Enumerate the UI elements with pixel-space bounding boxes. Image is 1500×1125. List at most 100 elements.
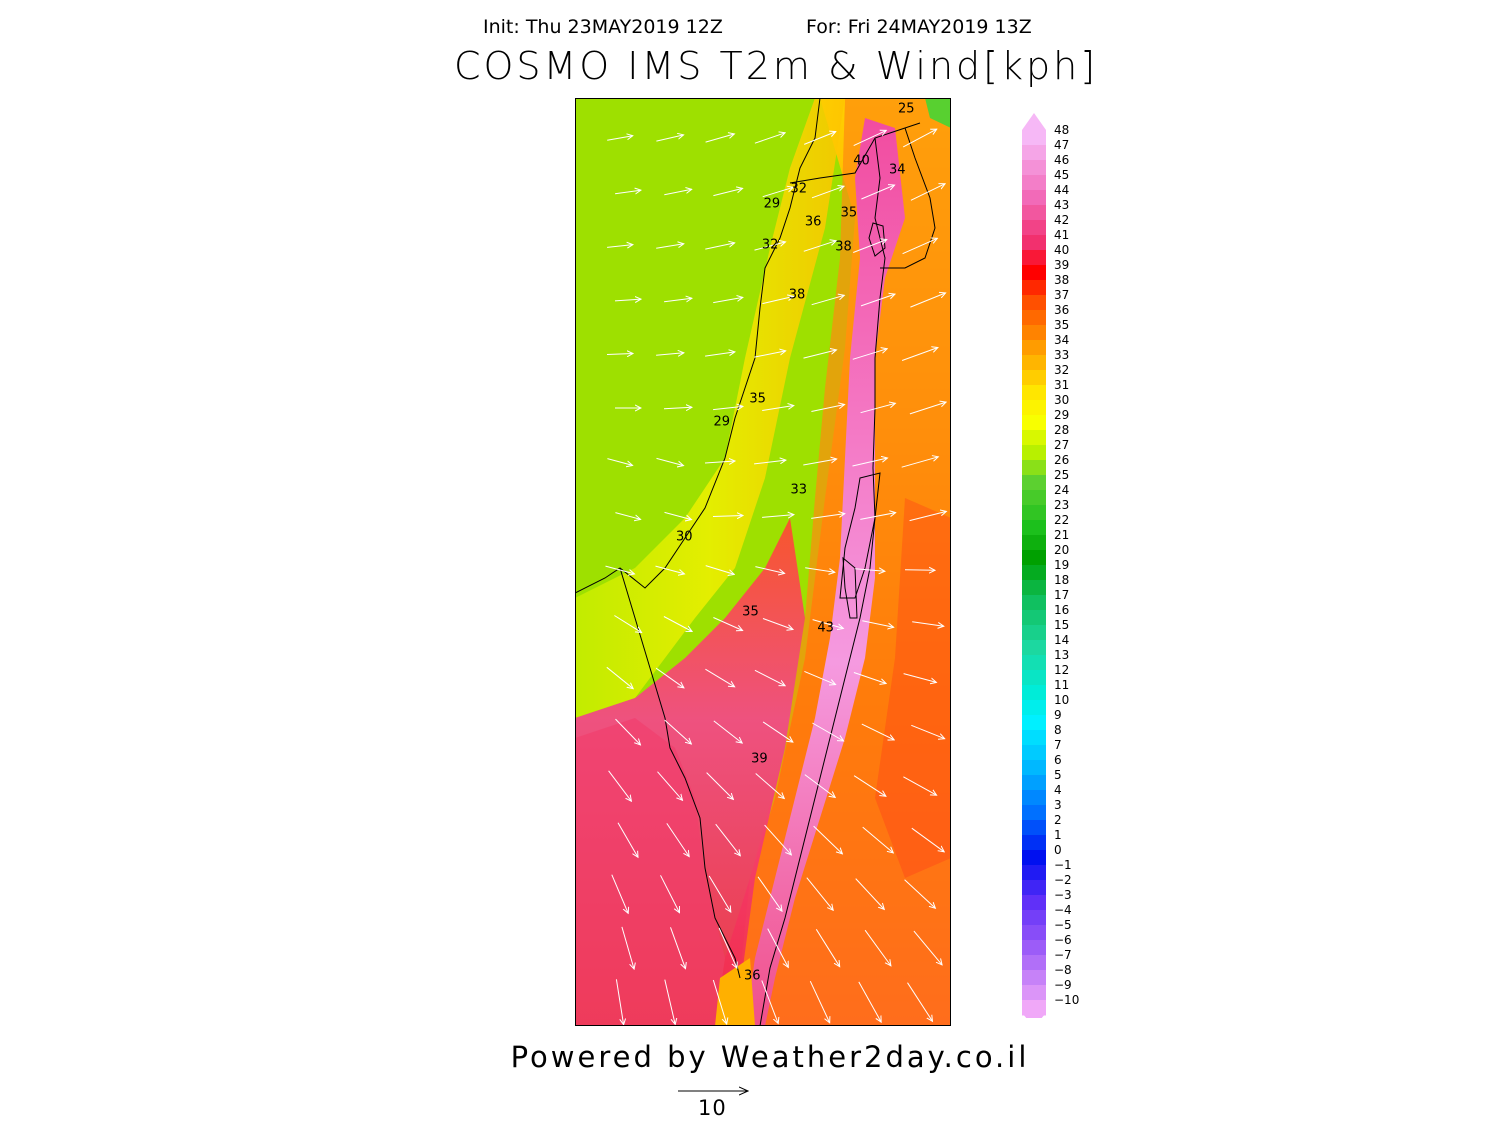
colorbar-tick-label: 4	[1054, 783, 1062, 797]
wind-arrow	[901, 348, 938, 361]
wind-arrow	[664, 719, 692, 744]
wind-arrow	[715, 823, 741, 856]
wind-arrow	[803, 241, 836, 252]
wind-arrow	[754, 242, 786, 251]
wind-arrow	[860, 513, 895, 520]
colorbar-tick-label: 20	[1054, 543, 1069, 557]
colorbar-swatch	[1022, 415, 1046, 431]
wind-arrow	[862, 826, 894, 853]
colorbar-swatch	[1022, 670, 1046, 686]
wind-arrow	[754, 669, 785, 685]
wind-arrow	[864, 929, 891, 966]
colorbar-swatch	[1022, 445, 1046, 461]
wind-arrow	[902, 238, 938, 255]
colorbar-tick-label: 47	[1054, 138, 1069, 152]
temperature-label: 35	[742, 604, 759, 620]
wind-arrow	[762, 296, 793, 305]
colorbar-tick-label: −5	[1054, 918, 1072, 932]
colorbar-swatch	[1022, 775, 1046, 791]
colorbar-tick-label: 43	[1054, 198, 1069, 212]
lebanon-border	[789, 122, 921, 184]
temperature-label: 40	[853, 153, 870, 169]
wind-arrow	[607, 458, 632, 466]
colorbar-tick-label: −6	[1054, 933, 1072, 947]
colorbar-tick-label: 10	[1054, 693, 1069, 707]
colorbar-tick-label: 9	[1054, 708, 1062, 722]
colorbar-tick-label: 2	[1054, 813, 1062, 827]
colorbar-tick-label: 25	[1054, 468, 1069, 482]
wind-arrow	[811, 186, 844, 199]
colorbar-swatch	[1022, 940, 1046, 956]
colorbar-tick-label: 16	[1054, 603, 1069, 617]
colorbar-swatch	[1022, 835, 1046, 851]
wind-arrow	[804, 132, 836, 145]
wind-arrow	[911, 724, 944, 738]
wind-arrow	[666, 823, 689, 856]
colorbar-swatch	[1022, 745, 1046, 761]
wind-arrow	[853, 775, 886, 797]
wind-arrow	[855, 569, 885, 572]
wind-arrow	[705, 352, 735, 357]
colorbar-swatch	[1022, 265, 1046, 281]
wind-arrow	[663, 616, 692, 632]
colorbar-tick-label: 5	[1054, 768, 1062, 782]
wind-arrow	[718, 927, 737, 968]
temperature-label: 30	[675, 529, 693, 545]
wind-arrow	[705, 668, 734, 687]
temperature-label: 38	[835, 239, 852, 255]
colorbar-tick-label: −4	[1054, 903, 1072, 917]
colorbar-tick-label: 18	[1054, 573, 1069, 587]
wind-arrow	[656, 135, 683, 142]
colorbar-swatch	[1022, 925, 1046, 941]
wind-arrow	[809, 980, 829, 1023]
colorbar-tick-label: 46	[1054, 153, 1069, 167]
colorbar-tick-label: −9	[1054, 978, 1072, 992]
wind-arrow	[705, 243, 734, 250]
wind-arrow	[912, 621, 944, 626]
wind-arrow	[713, 617, 742, 631]
wind-arrow	[805, 567, 835, 573]
wind-arrow	[615, 190, 641, 194]
wind-arrow	[757, 876, 782, 911]
temperature-label: 35	[749, 391, 766, 407]
rift-valley	[745, 118, 905, 1026]
colorbar-tick-label: 34	[1054, 333, 1069, 347]
colorbar-tick-label: −10	[1054, 993, 1079, 1007]
colorbar-swatch	[1022, 805, 1046, 821]
colorbar-tick-label: 35	[1054, 318, 1069, 332]
coastal-strip	[575, 98, 845, 718]
colorbar-tick-label: 21	[1054, 528, 1069, 542]
coastline	[575, 98, 821, 594]
colorbar-tick-label: 39	[1054, 258, 1069, 272]
wind-arrow	[615, 512, 640, 520]
colorbar-tick-label: 28	[1054, 423, 1069, 437]
colorbar-tick-label: 22	[1054, 513, 1069, 527]
wind-arrow	[909, 402, 946, 415]
colorbar-swatch	[1022, 865, 1046, 881]
wind-arrow	[713, 188, 742, 197]
colorbar-tick-label: 15	[1054, 618, 1069, 632]
wind-arrow	[852, 458, 888, 467]
colorbar-tick-label: 7	[1054, 738, 1062, 752]
east-red-band	[875, 498, 951, 878]
colorbar-swatch	[1022, 550, 1046, 566]
wind-arrow	[911, 827, 944, 852]
wind-arrow	[655, 667, 684, 688]
temperature-wind-map: 25 40 34 32 29 36 35 32 38 38 35 29 33 30 35 43 39 36	[575, 98, 951, 1026]
colorbar-swatch	[1022, 340, 1046, 356]
colorbar-tick-label: 12	[1054, 663, 1069, 677]
colorbar-tick-label: 32	[1054, 363, 1069, 377]
wind-arrow	[621, 926, 634, 969]
wind-arrow	[762, 406, 794, 411]
colorbar-swatch	[1022, 580, 1046, 596]
wind-arrow	[901, 457, 939, 468]
wind-arrow	[910, 293, 945, 308]
colorbar-swatch	[1022, 535, 1046, 551]
colorbar-swatch	[1022, 505, 1046, 521]
wind-arrow	[767, 928, 789, 968]
colorbar-swatch	[1022, 250, 1046, 266]
temperature-label: 32	[790, 181, 808, 197]
colorbar-tick-label: 36	[1054, 303, 1069, 317]
colorbar-tick-label: 6	[1054, 753, 1062, 767]
wind-arrow	[705, 565, 735, 575]
